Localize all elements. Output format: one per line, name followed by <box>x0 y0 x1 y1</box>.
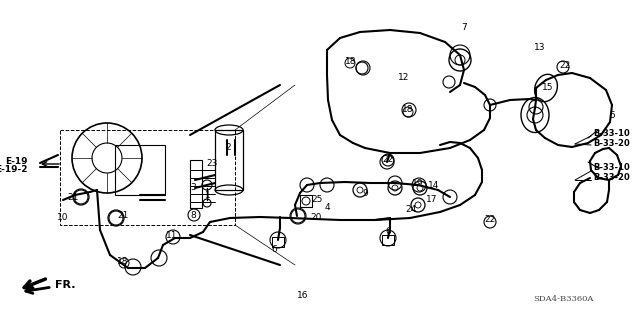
Text: 22: 22 <box>484 216 495 225</box>
Text: B-33-10: B-33-10 <box>593 164 630 173</box>
Text: 12: 12 <box>398 73 410 83</box>
Text: 1: 1 <box>205 190 211 199</box>
Text: 13: 13 <box>534 43 546 53</box>
Text: E-19: E-19 <box>6 157 28 166</box>
Text: 10: 10 <box>57 213 68 222</box>
Text: B-33-20: B-33-20 <box>593 173 630 182</box>
Bar <box>215 130 243 190</box>
Text: 8: 8 <box>190 211 196 219</box>
Text: 20: 20 <box>310 213 322 222</box>
Text: 9: 9 <box>362 189 368 197</box>
Text: 11: 11 <box>166 232 178 241</box>
Bar <box>300 195 312 207</box>
Text: B-33-10: B-33-10 <box>593 130 630 138</box>
Text: 3: 3 <box>190 182 196 191</box>
Text: 25: 25 <box>311 196 323 204</box>
Text: 23: 23 <box>206 159 218 167</box>
Text: 21: 21 <box>117 211 129 220</box>
Text: 16: 16 <box>297 291 308 300</box>
Text: 18: 18 <box>403 106 413 115</box>
Text: 24: 24 <box>405 205 417 214</box>
Text: 2: 2 <box>225 144 231 152</box>
Text: 5: 5 <box>609 110 615 120</box>
Bar <box>60 130 235 225</box>
Text: 6: 6 <box>271 244 277 254</box>
Text: E-19-2: E-19-2 <box>0 166 28 174</box>
Bar <box>115 145 165 195</box>
Text: 19: 19 <box>412 179 424 188</box>
Bar <box>272 237 284 247</box>
Text: 4: 4 <box>324 204 330 212</box>
Bar <box>190 160 202 208</box>
Text: 18: 18 <box>345 57 356 66</box>
Text: 21: 21 <box>67 192 79 202</box>
Text: 14: 14 <box>428 182 440 190</box>
Text: 22: 22 <box>382 155 394 165</box>
Text: SDA4-B3360A: SDA4-B3360A <box>533 295 593 303</box>
Text: 22: 22 <box>559 61 571 70</box>
Text: 18: 18 <box>117 257 129 266</box>
Text: 17: 17 <box>426 196 438 204</box>
Text: 7: 7 <box>461 24 467 33</box>
Text: B-33-20: B-33-20 <box>593 138 630 147</box>
Text: FR.: FR. <box>26 280 76 293</box>
Text: 6: 6 <box>385 227 391 236</box>
Text: 15: 15 <box>542 84 554 93</box>
Bar <box>382 235 394 245</box>
